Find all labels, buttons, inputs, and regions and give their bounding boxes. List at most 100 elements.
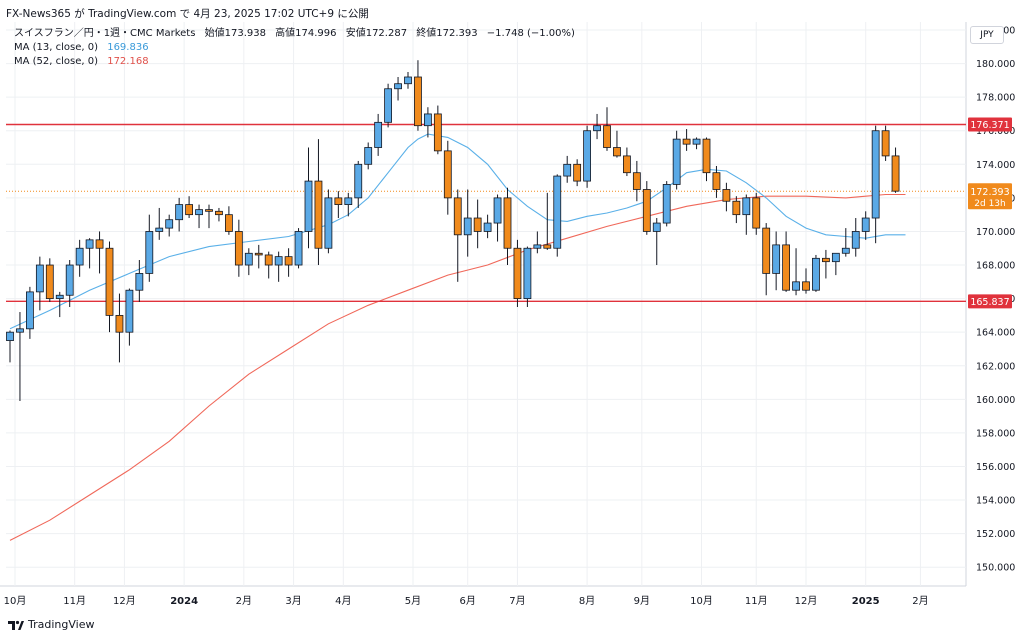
- ohlc-change: −1.748 (−1.00%): [486, 28, 575, 39]
- candle: [583, 125, 591, 188]
- candle: [384, 83, 393, 128]
- x-tick-label: 2月: [236, 595, 252, 607]
- ma52-label: MA (52, close, 0): [14, 56, 99, 67]
- x-tick-label: 2024: [170, 596, 198, 607]
- candle-body: [851, 231, 860, 249]
- x-tick-label: 5月: [405, 595, 421, 607]
- candle-body: [195, 209, 203, 216]
- candle-body: [404, 76, 412, 85]
- candle-body: [802, 281, 810, 291]
- y-tick-label: 160.000: [976, 395, 1015, 406]
- y-tick-label: 174.000: [976, 160, 1015, 171]
- candle-body: [75, 247, 84, 266]
- candle-body: [125, 289, 134, 333]
- x-tick-label: 7月: [509, 595, 525, 607]
- candle: [16, 312, 24, 402]
- ma13-value: 169.836: [107, 42, 149, 53]
- candle: [195, 204, 203, 229]
- candle-body: [812, 257, 820, 291]
- y-tick-label: 158.000: [976, 428, 1015, 439]
- candle-body: [632, 172, 641, 190]
- candle: [125, 288, 134, 346]
- candle-body: [354, 163, 363, 199]
- x-tick-label: 11月: [63, 595, 86, 607]
- candle: [861, 211, 870, 240]
- candle-body: [473, 217, 482, 232]
- candle: [6, 330, 14, 363]
- candle-body: [244, 252, 253, 266]
- ma13-line: [9, 133, 906, 330]
- candle-body: [304, 180, 313, 232]
- candle-body: [702, 138, 711, 174]
- y-tick-label: 162.000: [976, 361, 1015, 372]
- candle: [483, 214, 492, 239]
- candle: [274, 251, 283, 282]
- candle-body: [493, 197, 502, 224]
- candle-body: [463, 217, 472, 236]
- candle: [841, 228, 850, 257]
- candle-body: [732, 200, 741, 216]
- candle: [65, 259, 74, 307]
- candle: [533, 231, 542, 254]
- currency-button[interactable]: JPY: [970, 26, 1004, 44]
- candle: [85, 238, 94, 269]
- ma52-value: 172.168: [107, 56, 149, 67]
- candle: [692, 137, 701, 150]
- ma52-path: [9, 193, 906, 541]
- footer: TradingView: [0, 612, 1024, 638]
- price-label: 165.837: [970, 297, 1009, 308]
- candle-body: [324, 197, 333, 249]
- candle-body: [553, 175, 562, 249]
- ma52-legend[interactable]: MA (52, close, 0) 172.168: [14, 55, 581, 69]
- candle-body: [603, 125, 611, 148]
- candle: [453, 189, 462, 282]
- candle: [493, 194, 502, 242]
- x-tick-label: 4月: [335, 595, 351, 607]
- candle: [593, 113, 601, 140]
- x-tick-label: 9月: [634, 595, 650, 607]
- candle: [414, 60, 422, 131]
- candle: [294, 228, 303, 269]
- candle: [304, 147, 313, 249]
- candle-body: [453, 197, 462, 236]
- candle: [881, 125, 890, 161]
- y-tick-label: 168.000: [976, 261, 1015, 272]
- candle-body: [513, 247, 522, 300]
- candle: [553, 174, 562, 257]
- candle: [35, 256, 44, 311]
- ohlc-close: 終値172.393: [416, 28, 478, 39]
- candle-body: [533, 244, 542, 249]
- price-axis: 150.000 152.000 154.000 156.000 158.000 160.0…: [968, 26, 1015, 574]
- candle-body: [314, 180, 323, 249]
- candle-body: [384, 88, 393, 123]
- price-label-bg: [968, 294, 1012, 309]
- y-tick-label: 178.000: [976, 93, 1015, 104]
- x-tick-label: 8月: [579, 595, 595, 607]
- candle-body: [115, 314, 124, 333]
- candle: [752, 192, 761, 235]
- x-tick-label: 3月: [285, 595, 301, 607]
- candle-body: [563, 163, 572, 177]
- candle: [314, 139, 323, 266]
- candle-body: [742, 197, 751, 216]
- candle: [175, 197, 184, 232]
- ohlc-low: 安値172.287: [345, 28, 408, 39]
- candle-body: [672, 138, 681, 185]
- candle-body: [782, 244, 790, 291]
- candle-body: [344, 197, 353, 205]
- candle: [642, 181, 651, 235]
- candle: [722, 182, 731, 212]
- ma13-legend[interactable]: MA (13, close, 0) 169.836: [14, 41, 581, 55]
- candle-body: [105, 247, 114, 316]
- candle: [632, 160, 641, 202]
- candle: [463, 189, 472, 257]
- x-tick-label: 6月: [460, 595, 476, 607]
- candle: [603, 107, 611, 151]
- candle: [394, 77, 402, 101]
- candle-body: [692, 138, 701, 145]
- candle: [95, 231, 104, 274]
- candle-body: [871, 130, 880, 219]
- candle-body: [573, 163, 582, 182]
- candle-body: [274, 256, 283, 266]
